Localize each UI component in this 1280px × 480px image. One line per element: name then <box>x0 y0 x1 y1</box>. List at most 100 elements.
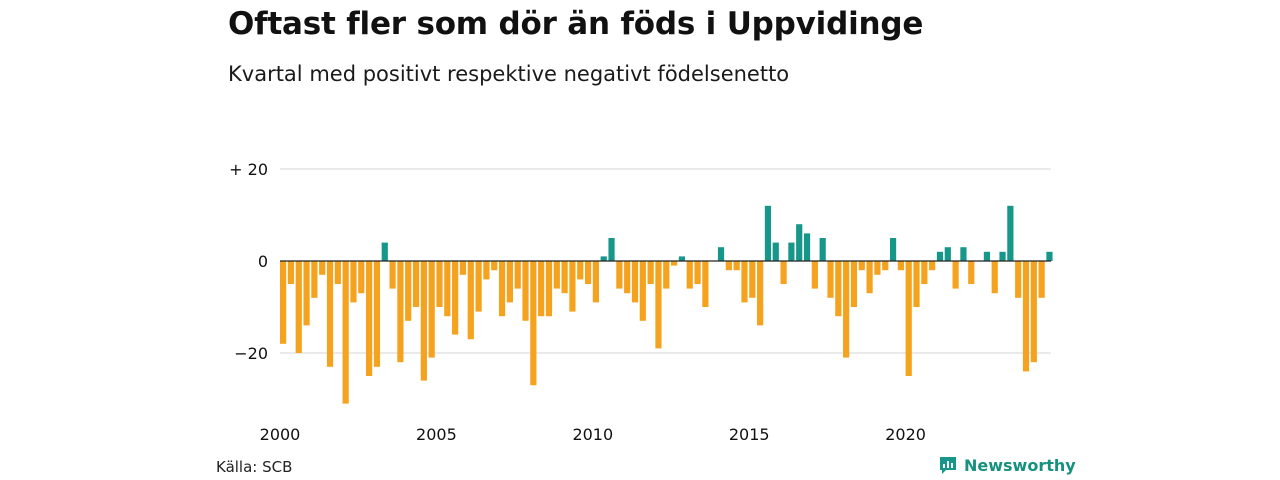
bar <box>827 261 834 298</box>
source-note: Källa: SCB <box>216 458 293 476</box>
bar <box>506 261 513 303</box>
bar <box>1038 261 1045 298</box>
bar <box>1030 261 1037 363</box>
bar <box>334 261 341 284</box>
bar <box>983 251 990 261</box>
x-tick-label: 2000 <box>260 425 301 444</box>
bar <box>428 261 435 358</box>
bar <box>319 261 326 275</box>
bar <box>882 261 889 271</box>
bar <box>350 261 357 303</box>
bar <box>850 261 858 307</box>
bar <box>584 261 592 284</box>
bar <box>303 261 310 326</box>
chart-subtitle: Kvartal med positivt respektive negativt… <box>228 62 790 86</box>
bar <box>655 261 662 349</box>
bar <box>843 261 850 358</box>
bar <box>522 261 529 321</box>
y-tick-label: + 20 <box>229 160 268 179</box>
bar <box>694 261 701 284</box>
bar <box>358 261 365 294</box>
bar <box>811 261 818 289</box>
bar <box>326 261 334 367</box>
bar <box>944 247 951 261</box>
bar <box>608 238 615 261</box>
bar <box>545 261 553 317</box>
x-tick-label: 2020 <box>885 425 926 444</box>
bar <box>444 261 451 317</box>
bar <box>600 256 607 261</box>
bar <box>788 242 795 261</box>
bar <box>999 251 1006 261</box>
bar <box>897 261 904 271</box>
bar <box>647 261 654 284</box>
bar <box>498 261 506 317</box>
bar <box>420 261 427 381</box>
bar <box>757 261 764 326</box>
bar <box>1046 251 1053 261</box>
bar <box>717 247 725 261</box>
bar <box>592 261 599 303</box>
bar <box>835 261 842 317</box>
bar <box>381 242 388 261</box>
bar <box>819 238 826 261</box>
bar <box>459 261 467 275</box>
bar <box>733 261 740 271</box>
axis-labels: + 20 0 −20 2000 2005 2010 2015 2020 <box>229 160 926 444</box>
bar <box>858 261 865 271</box>
bar <box>936 251 944 261</box>
bar <box>772 242 779 261</box>
bar <box>991 261 998 294</box>
bar <box>780 261 787 284</box>
bar <box>1022 261 1030 372</box>
bar <box>530 261 537 386</box>
bar <box>741 261 748 303</box>
x-tick-label: 2015 <box>729 425 770 444</box>
bar <box>412 261 420 307</box>
bar <box>1015 261 1022 298</box>
bar <box>874 261 881 275</box>
bar <box>866 261 873 294</box>
bar <box>960 247 967 261</box>
bar <box>295 261 302 353</box>
bar <box>491 261 498 271</box>
bar <box>663 261 670 289</box>
bar <box>624 261 631 294</box>
bar <box>569 261 576 312</box>
bar <box>749 261 756 298</box>
bar <box>475 261 482 312</box>
bar <box>287 261 295 284</box>
y-tick-label: 0 <box>258 252 268 271</box>
bar <box>342 261 349 404</box>
chart-title: Oftast fler som dör än föds i Uppvidinge <box>228 6 924 42</box>
bar <box>671 261 678 266</box>
bar <box>639 261 646 321</box>
x-tick-label: 2010 <box>572 425 613 444</box>
brand-logo-group[interactable]: Newsworthy <box>938 455 1076 475</box>
bar <box>561 261 568 294</box>
bar <box>405 261 412 321</box>
bar <box>905 261 912 376</box>
bar <box>373 261 381 367</box>
bar <box>514 261 521 289</box>
bar <box>467 261 474 340</box>
y-tick-label: −20 <box>234 344 268 363</box>
bar <box>929 261 936 271</box>
bar <box>577 261 584 280</box>
bar <box>725 261 732 271</box>
bar <box>631 261 639 303</box>
bar <box>366 261 373 376</box>
bar <box>678 256 686 261</box>
bar <box>452 261 459 335</box>
bar <box>538 261 545 317</box>
newsworthy-logo-icon <box>940 457 956 474</box>
bar <box>803 233 811 261</box>
bar <box>1007 205 1014 261</box>
bar <box>483 261 490 280</box>
bar <box>311 261 318 298</box>
bar <box>952 261 959 289</box>
gridlines <box>280 168 1051 354</box>
x-tick-label: 2005 <box>416 425 457 444</box>
bar <box>764 205 772 261</box>
